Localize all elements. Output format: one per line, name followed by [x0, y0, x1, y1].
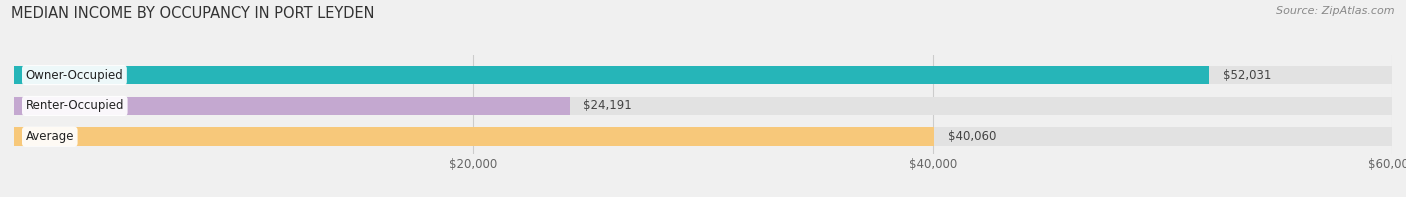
Text: Owner-Occupied: Owner-Occupied [25, 69, 124, 82]
Bar [14, 127, 934, 146]
Text: $24,191: $24,191 [583, 99, 633, 112]
Text: $40,060: $40,060 [948, 130, 997, 143]
Bar [14, 66, 1209, 84]
Text: Source: ZipAtlas.com: Source: ZipAtlas.com [1277, 6, 1395, 16]
Text: $52,031: $52,031 [1223, 69, 1271, 82]
Bar [14, 97, 1392, 115]
Text: Renter-Occupied: Renter-Occupied [25, 99, 124, 112]
Bar [14, 66, 1392, 84]
Text: Average: Average [25, 130, 75, 143]
Text: MEDIAN INCOME BY OCCUPANCY IN PORT LEYDEN: MEDIAN INCOME BY OCCUPANCY IN PORT LEYDE… [11, 6, 375, 21]
Bar [14, 127, 1392, 146]
Bar [14, 97, 569, 115]
